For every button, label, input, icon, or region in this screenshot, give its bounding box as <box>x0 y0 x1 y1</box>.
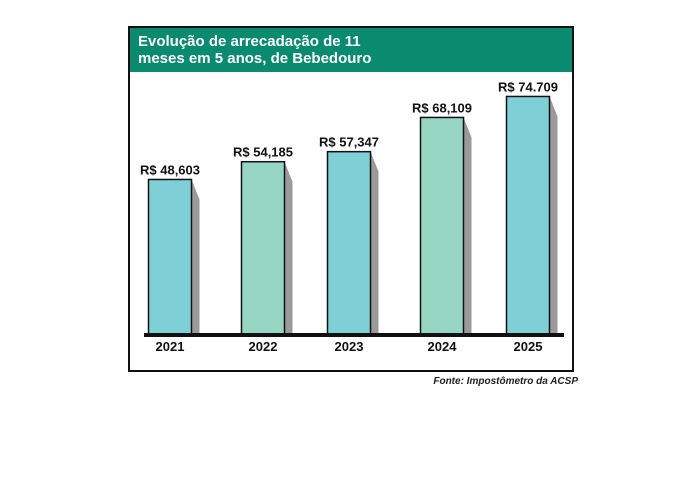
value-label-2024: R$ 68,109 <box>412 100 472 115</box>
x-tick-label-2022: 2022 <box>249 339 278 354</box>
bar-shadow <box>463 117 472 334</box>
x-axis-baseline <box>144 333 564 337</box>
chart-title: Evolução de arrecadação de 11 meses em 5… <box>130 28 572 72</box>
bar-shadow <box>549 96 558 335</box>
x-tick-label-2021: 2021 <box>156 339 185 354</box>
bar-2024 <box>419 116 465 335</box>
chart-title-line-1: Evolução de arrecadação de 11 <box>138 33 361 50</box>
bar-shadow <box>191 179 200 334</box>
value-label-2022: R$ 54,185 <box>233 145 293 160</box>
x-tick-label-2024: 2024 <box>428 339 458 354</box>
bar-2022 <box>240 160 286 335</box>
chart-title-line-2: meses em 5 anos, de Bebedouro <box>138 50 372 67</box>
x-tick-label-2025: 2025 <box>514 339 543 354</box>
x-tick-label-2023: 2023 <box>335 339 364 354</box>
value-label-2025: R$ 74.709 <box>498 79 558 94</box>
bar-chart-plot: R$ 48,603 2021 R$ 54,185 2022 R$ 57,347 2023 R… <box>140 79 564 354</box>
bar-2021 <box>147 178 193 335</box>
source-note: Fonte: Impostômetro da ACSP <box>433 376 578 387</box>
bar-2023 <box>326 150 372 335</box>
chart-frame: Evolução de arrecadação de 11 meses em 5… <box>128 26 574 372</box>
bar-2025 <box>505 95 551 335</box>
value-label-2023: R$ 57,347 <box>319 135 379 150</box>
bar-shadow <box>370 151 379 334</box>
bar-shadow <box>284 161 293 334</box>
value-label-2021: R$ 48,603 <box>140 162 200 177</box>
